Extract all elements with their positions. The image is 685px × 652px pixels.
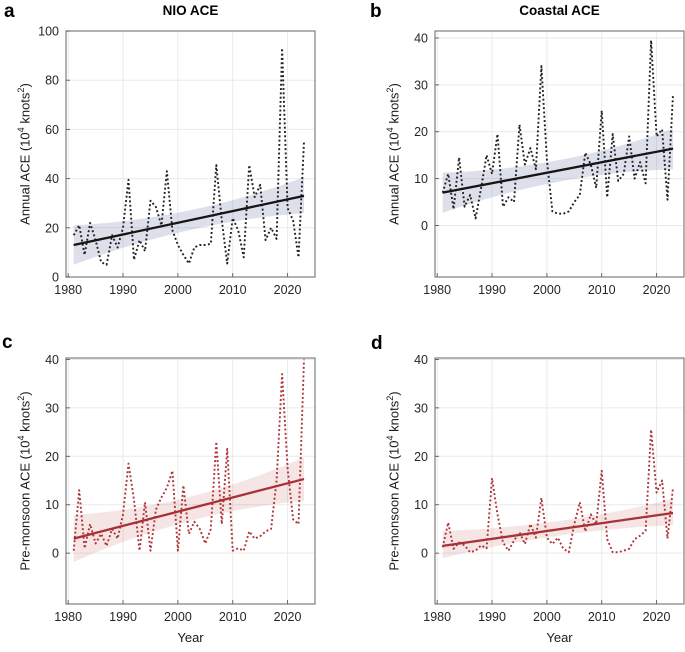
y-tick-label-0: 0 [52,547,59,561]
y-tick-label-80: 80 [45,74,59,88]
x-tick-label-2010: 2010 [588,610,616,624]
x-tick-label-2000: 2000 [164,610,192,624]
panel-letter-c: c [2,332,13,353]
x-tick-label-1980: 1980 [54,610,82,624]
y-tick-label-10: 10 [414,172,428,186]
x-tick-label-2020: 2020 [643,610,671,624]
panel-letter-d: d [371,333,383,354]
x-tick-label-2000: 2000 [164,283,192,297]
y-tick-label-0: 0 [421,547,428,561]
y-tick-label-20: 20 [414,450,428,464]
y-tick-label-40: 40 [414,32,428,46]
x-axis-label-year: Year [177,630,204,645]
plot-border [65,357,316,605]
y-tick-label-20: 20 [45,221,59,235]
panel-title-coastal-ace: Coastal ACE [519,3,600,18]
annual-ace-dotted [72,47,305,266]
x-tick-label-2010: 2010 [588,283,616,297]
y-tick-label-40: 40 [45,353,59,367]
x-tick-label-1990: 1990 [478,283,506,297]
y-tick-label-60: 60 [45,123,59,137]
panel-title-nio-ace: NIO ACE [162,3,219,18]
plot-border [434,30,685,278]
y-tick-label-30: 30 [45,401,59,415]
plot-border [65,30,316,278]
y-tick-label-0: 0 [421,219,428,233]
panel-letter-a: a [4,1,15,22]
x-tick-label-1980: 1980 [423,283,451,297]
y-tick-label-10: 10 [45,498,59,512]
plot-border [434,357,685,605]
y-tick-label-20: 20 [45,450,59,464]
panel-b: b Coastal ACE Annual ACE (104 knots2) 19… [342,0,685,326]
x-tick-label-1980: 1980 [54,283,82,297]
y-tick-label-40: 40 [45,172,59,186]
x-axis-label-year: Year [546,630,573,645]
linear-trend [73,477,305,540]
y-tick-label-40: 40 [414,353,428,367]
x-tick-label-1990: 1990 [109,610,137,624]
plot-area-d: 1980 1990 2000 2010 2020 0 10 20 30 40 [414,353,685,624]
linear-trend [73,194,305,247]
y-tick-label-10: 10 [414,498,428,512]
x-tick-label-2010: 2010 [219,610,247,624]
linear-trend [442,511,674,548]
panel-letter-b: b [370,1,382,22]
x-tick-label-2020: 2020 [274,610,302,624]
x-tick-label-2020: 2020 [643,283,671,297]
x-tick-label-1990: 1990 [478,610,506,624]
panel-d: d Pre-monsoon ACE (104 knots2) Year 1980… [342,326,685,652]
plot-area-a: 1980 1990 2000 2010 2020 0 20 40 60 80 100 [38,25,316,297]
y-tick-label-30: 30 [414,401,428,415]
x-tick-label-2010: 2010 [219,283,247,297]
linear-trend [442,147,674,194]
annual-ace-dotted [441,39,674,220]
x-tick-label-2000: 2000 [533,610,561,624]
x-tick-label-2020: 2020 [274,283,302,297]
panel-c: c Pre-monsoon ACE (104 knots2) Year 1980… [0,326,342,652]
plot-area-b: 1980 1990 2000 2010 2020 0 10 20 30 40 [414,30,685,297]
y-tick-label-100: 100 [38,25,59,39]
y-tick-label-30: 30 [414,78,428,92]
panel-a: a NIO ACE Annual ACE (104 knots2) 1980 19… [0,0,342,326]
plot-area-c: 1980 1990 2000 2010 2020 0 10 20 30 40 [45,353,316,624]
y-tick-label-0: 0 [52,271,59,285]
x-tick-label-2000: 2000 [533,283,561,297]
x-tick-label-1980: 1980 [423,610,451,624]
x-tick-label-1990: 1990 [109,283,137,297]
y-tick-label-20: 20 [414,125,428,139]
